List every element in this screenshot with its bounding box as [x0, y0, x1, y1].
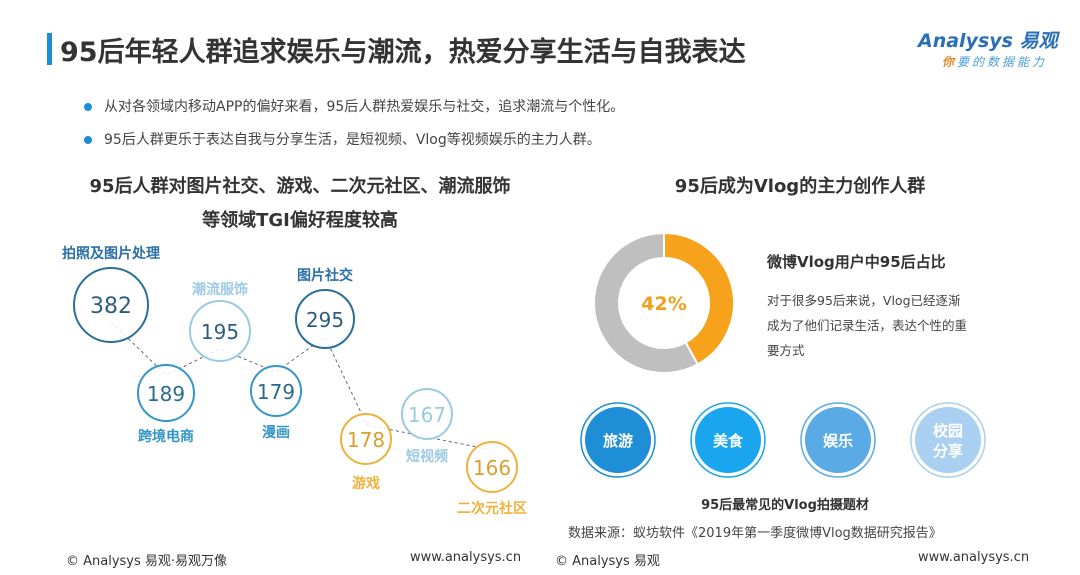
bubble-value: 179	[257, 380, 295, 404]
topic-circle-3	[915, 407, 981, 473]
footer-url-right[interactable]: www.analysys.cn	[918, 550, 1030, 565]
footer-copyright-left: © Analysys 易观·易观万像	[66, 554, 228, 569]
analysys-logo: Analysys 易观 你要的数据能力	[918, 30, 1058, 69]
bubble-0	[73, 267, 149, 343]
title-accent-bar	[47, 33, 52, 65]
donut-slice-1	[593, 231, 700, 374]
bubble-4	[295, 289, 355, 349]
footer-url-left[interactable]: www.analysys.cn	[410, 550, 522, 565]
topic-label: 分享	[933, 442, 963, 460]
topic-circle-0	[585, 407, 651, 473]
bubble-label: 潮流服饰	[192, 281, 248, 298]
page-title: 95后年轻人群追求娱乐与潮流，热爱分享生活与自我表达	[60, 37, 746, 68]
bubble-value: 295	[306, 308, 344, 332]
topic-label: 旅游	[603, 432, 633, 450]
topic-circle-1	[695, 407, 761, 473]
bubble-1	[137, 364, 195, 422]
left-heading-line1: 95后人群对图片社交、游戏、二次元社区、潮流服饰	[89, 176, 511, 197]
left-heading-line2: 等领域TGI偏好程度较高	[202, 210, 398, 231]
bubble-value: 178	[347, 428, 385, 452]
bubble-label: 二次元社区	[457, 500, 527, 517]
topic-ring	[580, 402, 656, 478]
topics-caption: 95后最常见的Vlog拍摄题材	[701, 498, 869, 513]
bubble-value: 382	[90, 294, 132, 319]
bubble-value: 189	[147, 382, 185, 406]
bubble-label: 漫画	[262, 424, 290, 441]
donut-title: 微博Vlog用户中95后占比	[767, 253, 946, 271]
donut-slice-0	[663, 231, 735, 366]
donut-center-label: 42%	[641, 293, 686, 315]
topic-label: 娱乐	[823, 432, 853, 450]
footer-copyright-right: © Analysys 易观	[555, 554, 660, 569]
bubble-5	[340, 413, 392, 465]
topic-ring	[910, 402, 986, 478]
bullet-item: 95后人群更乐于表达自我与分享生活，是短视频、Vlog等视频娱乐的主力人群。	[84, 129, 601, 149]
topic-label: 美食	[713, 432, 744, 450]
topic-ring	[800, 402, 876, 478]
bubble-label: 拍照及图片处理	[62, 245, 160, 262]
topic-label: 校园	[933, 422, 963, 440]
bubble-label: 短视频	[406, 448, 448, 465]
donut-description: 对于很多95后来说，Vlog已经逐渐成为了他们记录生活，表达个性的重要方式	[767, 293, 968, 358]
bubble-7	[466, 441, 518, 493]
bubble-label: 游戏	[352, 475, 380, 492]
data-source: 数据来源：蚁坊软件《2019年第一季度微博Vlog数据研究报告》	[568, 526, 942, 541]
bubble-3	[250, 365, 302, 417]
topic-ring	[690, 402, 766, 478]
bubble-value: 167	[408, 403, 446, 427]
bubble-label: 图片社交	[297, 267, 353, 284]
topic-circle-2	[805, 407, 871, 473]
bubble-value: 166	[473, 456, 511, 480]
bubble-label: 跨境电商	[138, 428, 194, 445]
bubble-value: 195	[201, 320, 239, 344]
bubble-6	[401, 388, 453, 440]
bullet-item: 从对各领域内移动APP的偏好来看，95后人群热爱娱乐与社交，追求潮流与个性化。	[84, 96, 624, 116]
right-heading: 95后成为Vlog的主力创作人群	[674, 176, 926, 197]
bubble-2	[189, 300, 251, 362]
